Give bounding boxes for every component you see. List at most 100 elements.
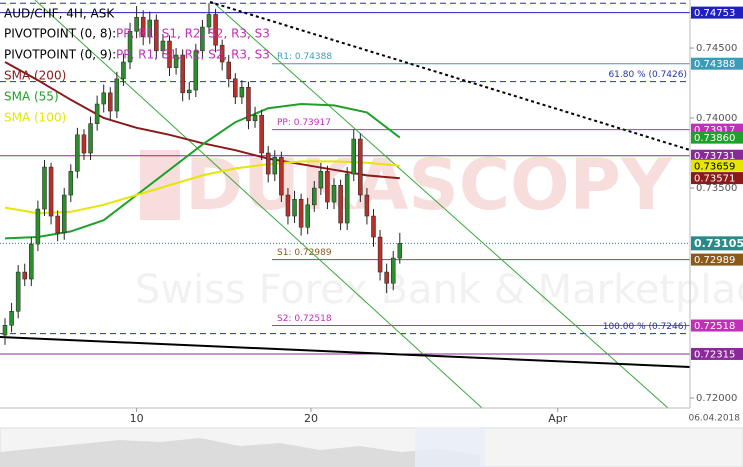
price-label: 0.72315 xyxy=(694,349,735,360)
level-text: 61.80 % (0.7426) xyxy=(608,70,687,80)
price-label-box xyxy=(691,347,743,360)
candle-body xyxy=(127,30,133,63)
candle-body xyxy=(35,208,41,245)
price-label: 0.74388 xyxy=(694,59,735,70)
candle-body xyxy=(265,152,271,175)
indicator-name: PIVOTPOINT (0, 8): xyxy=(4,27,116,41)
navigator xyxy=(0,427,743,467)
moving-averages xyxy=(4,61,401,240)
legend-entry: SMA (200) xyxy=(4,69,66,83)
candle-body xyxy=(233,78,238,98)
candle-body xyxy=(68,170,74,196)
candle-body xyxy=(173,54,179,68)
candle-body xyxy=(252,114,258,122)
candle-body xyxy=(279,156,284,196)
candle-body xyxy=(108,92,113,112)
level-text: PP: 0.73917 xyxy=(277,118,331,128)
candle-body xyxy=(48,166,54,217)
candle-body xyxy=(94,103,100,124)
candle-body xyxy=(154,19,159,52)
candle-body xyxy=(29,243,34,280)
candle-body xyxy=(246,86,251,122)
price-label: 0.74753 xyxy=(694,8,735,19)
level-text: R1: 0.74388 xyxy=(277,52,332,62)
price-label-box xyxy=(691,6,743,19)
candle-body xyxy=(331,184,337,203)
legend-entry: SMA (55) xyxy=(4,90,59,104)
y-tick-label: 0.74500 xyxy=(696,43,737,54)
candle-body xyxy=(344,173,350,224)
candle-body xyxy=(101,92,106,105)
candle-body xyxy=(121,61,126,80)
date-label: 06.04.2018 xyxy=(688,414,740,424)
channel-line xyxy=(34,0,483,409)
price-label-box xyxy=(691,131,743,144)
price-label: 0.73571 xyxy=(694,174,735,185)
indicator-name: PIVOTPOINT (0, 9): xyxy=(4,48,116,62)
x-tick-label: Apr xyxy=(548,412,568,425)
y-tick-label: 0.72000 xyxy=(696,393,737,404)
trend-line xyxy=(0,336,691,368)
watermark-logo xyxy=(140,150,180,220)
candle-body xyxy=(61,194,67,234)
axes: 0.72000 0.73500 0.74000 0.74500 10 20 Apr 0.747… xyxy=(130,6,743,425)
price-label-box xyxy=(691,149,743,162)
sma-line xyxy=(4,102,401,240)
candle-body xyxy=(272,156,278,175)
candle-body xyxy=(358,138,363,196)
price-label: 0.73659 xyxy=(694,161,735,172)
navigator-area xyxy=(0,438,480,467)
candle-body xyxy=(292,198,297,217)
price-label: 0.72989 xyxy=(694,255,735,266)
candle-body xyxy=(88,123,93,154)
candle-body xyxy=(384,271,389,284)
candle-body xyxy=(186,89,192,94)
price-label: 0.72518 xyxy=(694,321,735,332)
candle-body xyxy=(42,166,47,210)
candle-body xyxy=(200,26,205,52)
x-tick-label: 10 xyxy=(130,412,144,425)
trend-lines xyxy=(0,0,691,409)
price-label: 0.73917 xyxy=(694,125,735,136)
x-tick-label: 20 xyxy=(304,412,318,425)
price-label-box xyxy=(691,236,743,251)
candle-body xyxy=(147,19,153,38)
candle-body xyxy=(2,325,8,336)
candle-body xyxy=(160,40,166,52)
candle-body xyxy=(325,170,330,203)
candle-body xyxy=(193,50,199,91)
channel-line xyxy=(214,3,669,409)
sma-line xyxy=(4,160,400,215)
candle-body xyxy=(364,194,370,217)
candle-body xyxy=(167,40,172,68)
legend-entry: SMA (100) xyxy=(4,111,66,125)
candle-body xyxy=(285,194,291,217)
level-text: S1: 0.72989 xyxy=(277,248,332,258)
candle-body xyxy=(226,61,231,80)
candle-body xyxy=(312,187,317,206)
candle-body xyxy=(9,311,14,326)
price-label-box xyxy=(691,172,743,185)
price-label-box xyxy=(691,57,743,70)
level-text: S2: 0.72518 xyxy=(277,314,332,324)
candle-body xyxy=(351,138,357,175)
candle-body xyxy=(75,134,80,172)
candle-body xyxy=(305,204,310,228)
candle-body xyxy=(298,198,304,228)
indicator-levels: PP, R1, S1, R2, S2, R3, S3 xyxy=(116,27,270,41)
candle-body xyxy=(55,215,60,234)
price-label-box xyxy=(691,253,743,266)
sma-line xyxy=(4,61,400,180)
indicator-levels: PP, R1, S1, R2, S2, R3, S3 xyxy=(116,48,270,62)
candle-body xyxy=(239,86,245,98)
candle-body xyxy=(114,78,120,112)
price-label: 0.73105 xyxy=(694,237,743,250)
y-tick-label: 0.74000 xyxy=(696,113,737,124)
price-label-box xyxy=(691,319,743,332)
candles xyxy=(2,3,403,345)
candle-body xyxy=(390,257,396,284)
candle-body xyxy=(377,236,383,273)
candle-body xyxy=(318,170,324,189)
navigator-window[interactable] xyxy=(415,428,485,467)
